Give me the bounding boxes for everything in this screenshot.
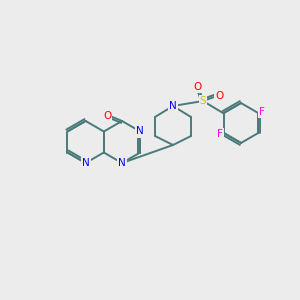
Text: F: F xyxy=(259,107,265,117)
Text: N: N xyxy=(118,158,126,168)
Text: O: O xyxy=(193,82,201,92)
Text: F: F xyxy=(217,129,223,139)
Text: N: N xyxy=(136,127,144,136)
Text: S: S xyxy=(200,96,206,106)
Text: O: O xyxy=(103,111,111,121)
Text: N: N xyxy=(82,158,89,168)
Text: N: N xyxy=(169,101,177,111)
Text: O: O xyxy=(215,91,223,101)
